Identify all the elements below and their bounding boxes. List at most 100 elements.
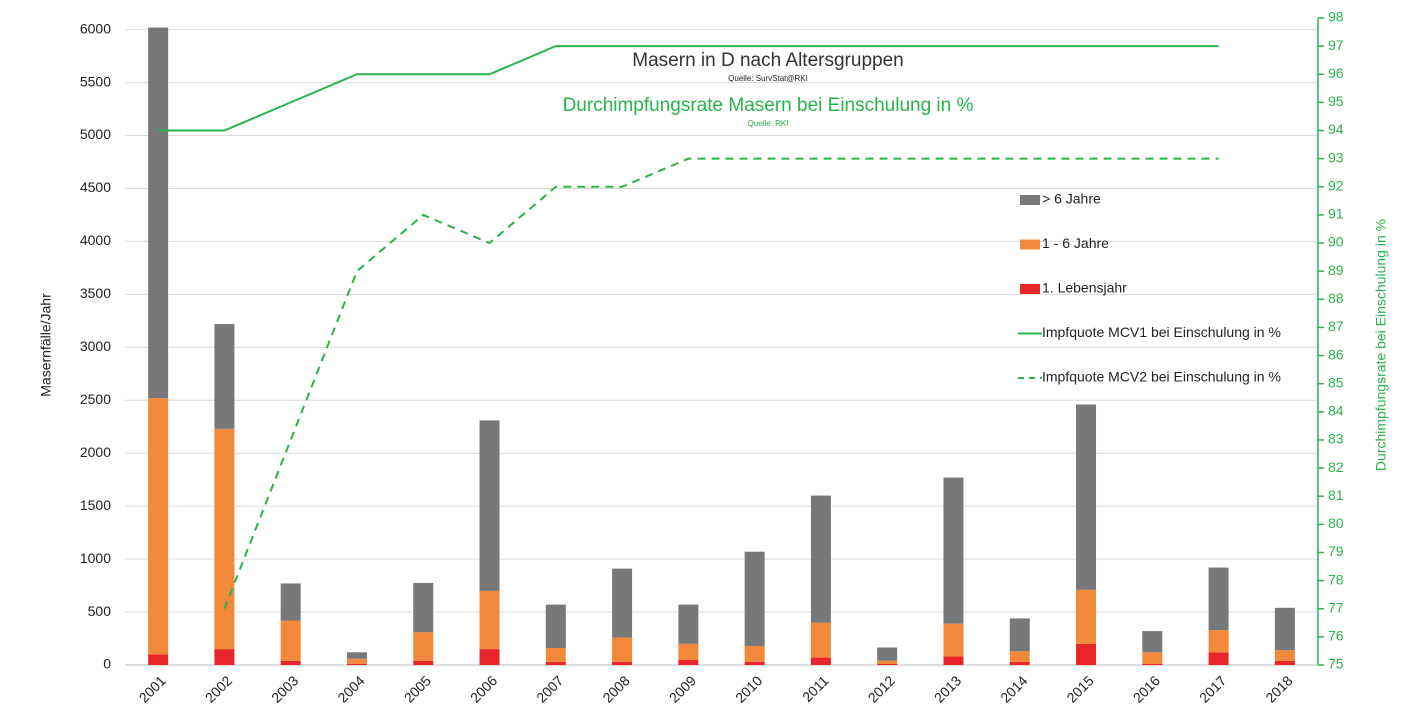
y2-tick-label: 78 [1328,571,1344,587]
bar-segment [545,661,566,665]
bar-segment [1142,631,1163,653]
x-tick-label: 2013 [931,672,964,705]
bar-segment [1076,589,1097,644]
y2-tick-label: 80 [1328,515,1344,531]
x-tick-label: 2017 [1196,672,1229,705]
y2-tick-label: 76 [1328,628,1344,644]
x-tick-label: 2009 [666,672,699,705]
bar-segment [280,583,301,621]
y-tick-label: 1000 [80,550,111,566]
bar-segment [214,428,235,650]
bar-segment [280,620,301,661]
y2-tick-label: 91 [1328,206,1344,222]
y2-tick-label: 85 [1328,374,1344,390]
x-tick-label: 2016 [1130,672,1163,705]
y-tick-label: 0 [103,656,111,672]
chart-title: Masern in D nach Altersgruppen [632,50,903,71]
legend-swatch [1020,195,1040,205]
x-tick-label: 2008 [599,672,632,705]
bar-segment [346,663,367,665]
bar-segment [877,663,898,665]
y2-tick-label: 79 [1328,543,1344,559]
bar-segment [545,604,566,649]
bar-segment [280,660,301,665]
bar-segment [943,477,964,624]
y2-tick-label: 87 [1328,318,1344,334]
y2-tick-label: 81 [1328,487,1344,503]
x-tick-label: 2005 [401,672,434,705]
bar-segment [148,654,169,665]
bar-segment [943,656,964,665]
legend-swatch [1020,284,1040,294]
bar-segment [1274,660,1295,665]
legend-label: Impfquote MCV2 bei Einschulung in % [1042,369,1281,385]
line-series [223,157,1219,610]
bar-segment [1009,618,1030,652]
bar-segment [479,649,500,665]
bar-segment [678,659,699,665]
x-tick-label: 2012 [865,672,898,705]
bar-segment [346,658,367,664]
bar-segment [479,590,500,650]
y2-tick-label: 90 [1328,234,1344,250]
y-tick-label: 5000 [80,126,111,142]
bar-segment [810,495,831,623]
y-tick-label: 500 [88,603,112,619]
bar-segment [413,632,434,661]
subtitle-source: Quelle: RKI [748,119,789,128]
y2-tick-label: 84 [1328,403,1344,419]
y2-tick-label: 95 [1328,93,1344,109]
y2-tick-label: 77 [1328,599,1344,615]
y2-tick-label: 82 [1328,459,1344,475]
y2-tick-label: 92 [1328,177,1344,193]
bar-segment [1208,567,1229,631]
legend-label: 1. Lebensjahr [1042,280,1127,296]
bar-segment [1274,650,1295,661]
bar-segment [612,568,633,638]
y-tick-label: 6000 [80,20,111,36]
bar-segment [1208,652,1229,665]
bar-segment [1076,643,1097,665]
bar-segment [1009,651,1030,662]
bar-segment [148,27,169,399]
bar-segment [744,661,765,665]
bar-segment [1142,663,1163,665]
y-tick-label: 4000 [80,232,111,248]
bar-segment [413,660,434,665]
bar-segment [214,324,235,429]
y2-tick-label: 88 [1328,290,1344,306]
bar-segment [413,582,434,633]
y-tick-label: 1500 [80,497,111,513]
y-tick-label: 4500 [80,179,111,195]
bar-segment [810,657,831,665]
bar-segment [744,551,765,646]
y2-axis-title: Durchimpfungsrate bei Einschulung in % [1373,219,1389,471]
chart-subtitle: Durchimpfungsrate Masern bei Einschulung… [563,95,974,116]
bar-segment [545,648,566,662]
bar-segment [1208,630,1229,653]
y2-tick-label: 83 [1328,431,1344,447]
x-tick-label: 2004 [334,672,367,705]
y2-tick-label: 75 [1328,656,1344,672]
bar-segment [346,652,367,659]
y-tick-label: 2000 [80,444,111,460]
x-tick-label: 2015 [1063,672,1096,705]
bar-segment [1274,607,1295,651]
x-tick-label: 2003 [268,672,301,705]
bar-segment [612,661,633,665]
x-tick-label: 2011 [799,672,832,705]
y2-tick-label: 86 [1328,346,1344,362]
bar-segment [810,622,831,658]
y-tick-label: 5500 [80,73,111,89]
bar-segment [943,623,964,657]
x-tick-label: 2010 [732,672,765,705]
y-axis-title: Masernfälle/Jahr [38,293,54,397]
y-tick-label: 2500 [80,391,111,407]
bar-segment [1076,404,1097,590]
y2-tick-label: 97 [1328,37,1344,53]
bar-segment [612,637,633,662]
y-tick-label: 3500 [80,285,111,301]
legend-label: 1 - 6 Jahre [1042,235,1109,251]
legend-label: Impfquote MCV1 bei Einschulung in % [1042,324,1281,340]
